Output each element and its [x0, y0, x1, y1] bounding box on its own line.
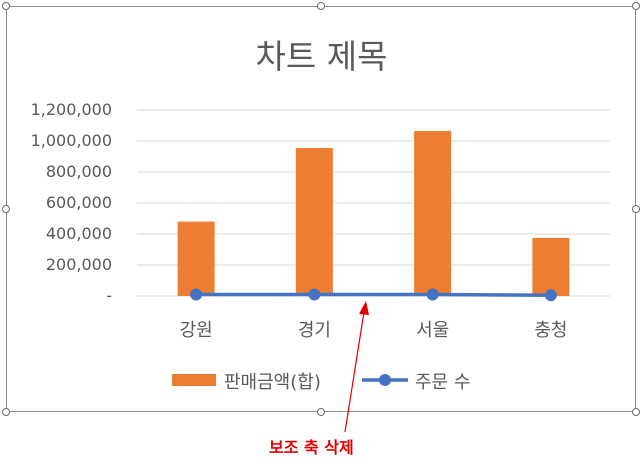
annotation-arrow	[344, 301, 369, 433]
x-tick-label: 충청	[534, 320, 568, 341]
bar-series	[177, 130, 570, 296]
x-tick-label: 경기	[297, 320, 331, 341]
legend-label-sales[interactable]: 판매금액(합)	[224, 372, 321, 393]
annotation-text: 보조 축 삭제	[269, 438, 354, 457]
resize-handle-top-center[interactable]	[317, 2, 325, 10]
bar	[177, 221, 215, 296]
bar	[414, 130, 452, 296]
arrow-head	[359, 301, 369, 315]
legend-marks	[172, 374, 408, 386]
x-tick-label: 서울	[416, 320, 450, 341]
arrow-shaft	[344, 311, 365, 433]
legend-swatch-sales	[172, 374, 216, 386]
resize-handle-middle-right[interactable]	[632, 205, 640, 213]
resize-handle-bottom-center[interactable]	[317, 408, 325, 416]
resize-handle-middle-left[interactable]	[2, 205, 10, 213]
y-tick-label: 400,000	[45, 224, 112, 243]
resize-handle-top-left[interactable]	[2, 2, 10, 10]
line-point	[426, 288, 439, 301]
series-line	[196, 292, 551, 297]
legend-marker-orders	[379, 374, 391, 386]
chart-title[interactable]: 차트 제목	[255, 37, 388, 76]
line-series	[190, 288, 557, 302]
resize-handle-bottom-left[interactable]	[2, 408, 10, 416]
x-tick-label: 강원	[179, 320, 213, 341]
resize-handle-top-right[interactable]	[632, 2, 640, 10]
y-tick-label: 600,000	[45, 193, 112, 212]
y-tick-label: 200,000	[45, 255, 112, 274]
line-point	[544, 289, 557, 302]
y-tick-label: 1,200,000	[30, 100, 112, 119]
line-point	[308, 288, 321, 301]
y-tick-label: 800,000	[45, 162, 112, 181]
bar	[532, 237, 570, 296]
y-tick-label: 1,000,000	[30, 131, 112, 150]
line-point	[190, 288, 203, 301]
resize-handle-bottom-right[interactable]	[632, 408, 640, 416]
y-tick-label: -	[106, 286, 112, 305]
legend-label-orders[interactable]: 주문 수	[415, 372, 471, 393]
bar	[295, 147, 333, 296]
